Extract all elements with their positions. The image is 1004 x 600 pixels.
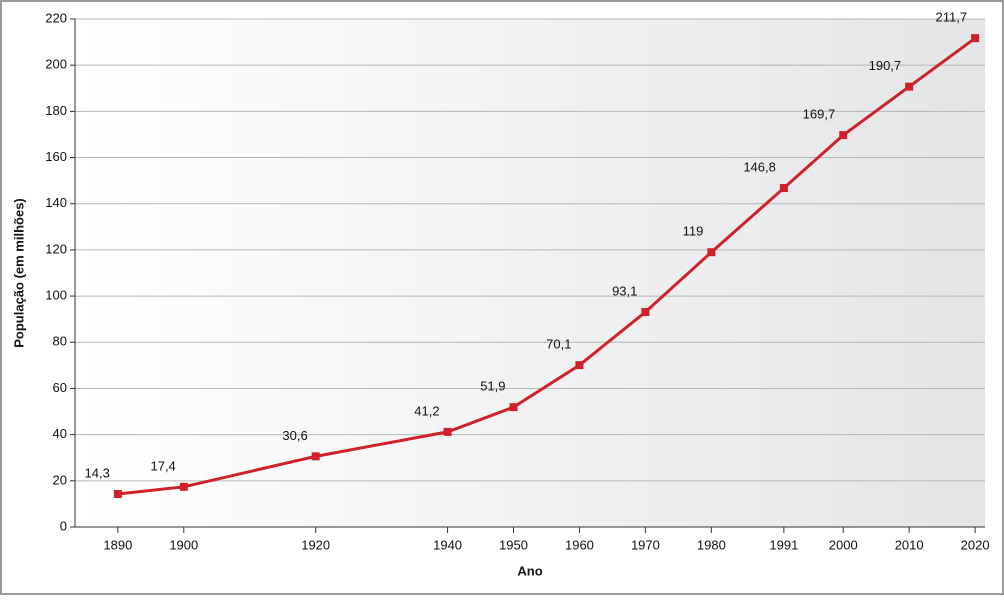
x-tick-label: 1920 <box>301 537 330 552</box>
data-label: 146,8 <box>743 159 776 174</box>
y-tick-label: 40 <box>53 426 67 441</box>
x-tick-label: 2010 <box>895 537 924 552</box>
point <box>779 184 788 193</box>
data-label: 211,7 <box>936 10 968 25</box>
data-label: 169,7 <box>803 107 836 122</box>
data-label: 190,7 <box>869 58 902 73</box>
y-tick-label: 100 <box>45 288 67 303</box>
x-tick-label: 1940 <box>433 537 462 552</box>
y-tick-label: 180 <box>45 103 67 118</box>
data-label: 119 <box>683 224 704 239</box>
x-tick-label: 1970 <box>631 537 660 552</box>
y-tick-label: 200 <box>45 57 67 72</box>
y-tick-label: 120 <box>45 241 67 256</box>
x-tick-label: 2000 <box>829 537 858 552</box>
point <box>509 403 518 412</box>
x-tick-label: 1890 <box>103 537 132 552</box>
x-axis-title: Ano <box>517 563 542 578</box>
line <box>117 36 976 496</box>
x-tick-label: 1960 <box>565 537 594 552</box>
y-tick-label: 80 <box>53 334 67 349</box>
point <box>575 361 584 370</box>
point <box>113 489 122 498</box>
y-tick-label: 140 <box>45 195 67 210</box>
x-tick-label: 1980 <box>697 537 726 552</box>
y-tick-label: 0 <box>60 518 67 533</box>
y-tick-label: 20 <box>53 472 67 487</box>
point <box>839 131 848 140</box>
data-label: 14,3 <box>85 465 110 480</box>
point <box>971 34 980 43</box>
data-label: 93,1 <box>612 283 637 298</box>
plot-area <box>75 19 985 527</box>
data-label: 51,9 <box>480 379 505 394</box>
y-tick-label: 160 <box>45 149 67 164</box>
point <box>905 82 914 91</box>
data-label: 70,1 <box>546 337 571 352</box>
point <box>707 248 716 257</box>
y-axis-title: População (em milhões) <box>11 198 26 348</box>
data-label: 41,2 <box>414 403 439 418</box>
point <box>443 427 452 436</box>
point <box>311 452 320 461</box>
x-tick-label: 1950 <box>499 537 528 552</box>
y-tick-label: 60 <box>53 380 67 395</box>
x-tick-label: 2020 <box>961 537 990 552</box>
x-tick-label: 1900 <box>169 537 198 552</box>
data-label: 17,4 <box>150 458 175 473</box>
point <box>179 482 188 491</box>
x-tick-label: 1991 <box>769 537 798 552</box>
point <box>641 308 650 317</box>
y-tick-label: 220 <box>45 10 67 25</box>
data-label: 30,6 <box>282 428 307 443</box>
